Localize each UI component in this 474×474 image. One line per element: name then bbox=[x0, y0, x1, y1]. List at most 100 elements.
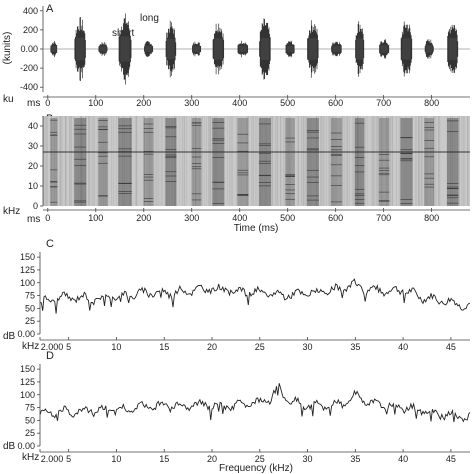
panel-a-x-tick-label: 600 bbox=[328, 98, 343, 108]
panel-c-x-tick-label: 40 bbox=[398, 342, 408, 352]
spectrogram-call-band bbox=[118, 118, 132, 206]
panel-a-x-tick-label: 0 bbox=[45, 98, 50, 108]
waveform-burst-core bbox=[425, 45, 433, 53]
panel-b-x-tick-label: 300 bbox=[184, 213, 199, 223]
spectrogram-call-band bbox=[424, 118, 435, 206]
waveform-burst-core bbox=[448, 37, 457, 61]
spectrogram-call bbox=[165, 118, 177, 206]
panel-c-x-tick-label: 35 bbox=[350, 342, 360, 352]
panel-d-x-tick-label: 5 bbox=[66, 454, 71, 464]
spectrogram-call bbox=[330, 118, 342, 206]
panel-b-x-tick-label: 100 bbox=[88, 213, 103, 223]
panel-b-x-tick-label: 700 bbox=[376, 213, 391, 223]
spectrogram-call bbox=[143, 118, 154, 206]
panel-c-x-tick-label: 2.000 bbox=[41, 342, 64, 352]
waveform-burst-core bbox=[193, 45, 200, 53]
panel-c-x-tick-label: 25 bbox=[255, 342, 265, 352]
panel-d-x-label: Frequency (kHz) bbox=[219, 463, 293, 474]
panel-c-x-tick-label: 5 bbox=[66, 342, 71, 352]
panel-d-y-tick-label: 50 bbox=[25, 415, 35, 425]
panel-c-y-tick-label: 125 bbox=[20, 265, 35, 275]
panel-b-x-tick-label: 800 bbox=[424, 213, 439, 223]
panel-d-x-tick-label: 10 bbox=[111, 454, 121, 464]
panel-a-x-tick-label: 100 bbox=[88, 98, 103, 108]
spectrogram-call bbox=[285, 118, 295, 206]
waveform-burst bbox=[447, 25, 459, 73]
waveform-burst bbox=[192, 41, 202, 57]
panel-c-x-tick-label: 30 bbox=[303, 342, 313, 352]
spectrogram-call-band bbox=[354, 118, 365, 206]
waveform-burst-core bbox=[75, 37, 85, 61]
spectrogram-call bbox=[237, 118, 249, 206]
waveform-burst bbox=[259, 18, 271, 80]
spectrogram-call-band bbox=[306, 118, 319, 206]
waveform-burst bbox=[144, 41, 154, 57]
panel-d-y-tick-label: 0.00 bbox=[17, 441, 35, 451]
panel-a-x-tick-label: 200 bbox=[136, 98, 151, 108]
waveform-burst-core bbox=[260, 37, 270, 61]
panel-d-spectrum: D dB kHz Frequency (kHz) 150 125 100 75 50 25… bbox=[3, 350, 471, 474]
spectrogram-call-band bbox=[165, 118, 177, 206]
spectrogram-call-band bbox=[212, 118, 225, 206]
panel-b-x-tick-label: 600 bbox=[328, 213, 343, 223]
panel-d-x-tick-label: 15 bbox=[159, 454, 169, 464]
panel-c-x-tick-label: 15 bbox=[159, 342, 169, 352]
panel-a-y-label: (kunits) bbox=[2, 32, 13, 65]
waveform-burst bbox=[50, 41, 58, 57]
panel-d-y-tick-label: 125 bbox=[20, 377, 35, 387]
panel-b-x-tick-label: 200 bbox=[136, 213, 151, 223]
waveform-burst-core bbox=[402, 38, 411, 60]
spectrogram-call bbox=[74, 118, 87, 206]
spectrogram-call-band bbox=[74, 118, 87, 206]
spectrogram-call-band bbox=[400, 118, 413, 206]
waveform-burst-core bbox=[308, 38, 318, 60]
panel-c-y-tick-label: 50 bbox=[25, 303, 35, 313]
spectrogram-call bbox=[378, 118, 390, 206]
spectrogram-call-band bbox=[330, 118, 342, 206]
panel-c-spectrum-line bbox=[39, 278, 471, 314]
panel-c-y-tick-label: 25 bbox=[25, 316, 35, 326]
panel-b-y-tick-label: 40 bbox=[28, 121, 38, 131]
panel-b-y-tick-label: 0 bbox=[33, 201, 38, 211]
panel-c-x-tick-label: 10 bbox=[111, 342, 121, 352]
panel-c-y-tick-label: 150 bbox=[20, 252, 35, 262]
spectrogram-call bbox=[191, 118, 202, 206]
panel-a-y-tick-label: 200 bbox=[23, 25, 38, 35]
panel-b-x-unit: ms bbox=[27, 214, 40, 225]
spectrogram-call bbox=[98, 118, 108, 206]
panel-d-label: D bbox=[46, 350, 54, 362]
panel-b-y-tick-label: 20 bbox=[28, 161, 38, 171]
waveform-burst bbox=[424, 39, 434, 59]
panel-c-spectrum: C dB kHz 150 125 100 75 50 25 0.00 2.000 5 10 15 2… bbox=[3, 238, 471, 352]
panel-d-x-tick-label: 45 bbox=[446, 454, 456, 464]
waveform-burst-core bbox=[51, 45, 57, 53]
panel-c-y-tick-label: 0.00 bbox=[17, 329, 35, 339]
panel-a-waveform: A (kunits) ku ms short long 4002000.00-2… bbox=[0, 0, 474, 112]
panel-a-x-unit: ms bbox=[27, 98, 40, 109]
waveform-burst-core bbox=[214, 38, 223, 60]
waveform-burst-core bbox=[145, 45, 152, 53]
spectrogram-call bbox=[258, 118, 271, 206]
panel-c-y-tick-label: 75 bbox=[25, 291, 35, 301]
panel-b-x-tick-label: 400 bbox=[232, 213, 247, 223]
waveform-burst-core bbox=[99, 46, 107, 52]
panel-a-label: A bbox=[46, 3, 54, 15]
panel-c-x-tick-label: 20 bbox=[207, 342, 217, 352]
panel-b-y-unit: kHz bbox=[3, 206, 20, 217]
spectrogram-call-band bbox=[98, 118, 108, 206]
panel-d-y-tick-label: 25 bbox=[25, 428, 35, 438]
panel-b-x-tick-label: 500 bbox=[280, 213, 295, 223]
panel-d-x-tick-label: 2.000 bbox=[41, 454, 64, 464]
waveform-burst-core bbox=[356, 38, 364, 60]
panel-c-y-tick-label: 100 bbox=[20, 278, 35, 288]
spectrogram-call bbox=[212, 118, 225, 206]
panel-a-y-unit: ku bbox=[3, 94, 14, 105]
panel-c-y-unit: dB bbox=[3, 331, 16, 342]
waveform-burst bbox=[285, 40, 295, 58]
panel-a-x-tick-label: 700 bbox=[376, 98, 391, 108]
panel-d-x-tick-label: 40 bbox=[398, 454, 408, 464]
waveform-burst bbox=[355, 21, 365, 77]
waveform-burst-core bbox=[380, 45, 388, 53]
